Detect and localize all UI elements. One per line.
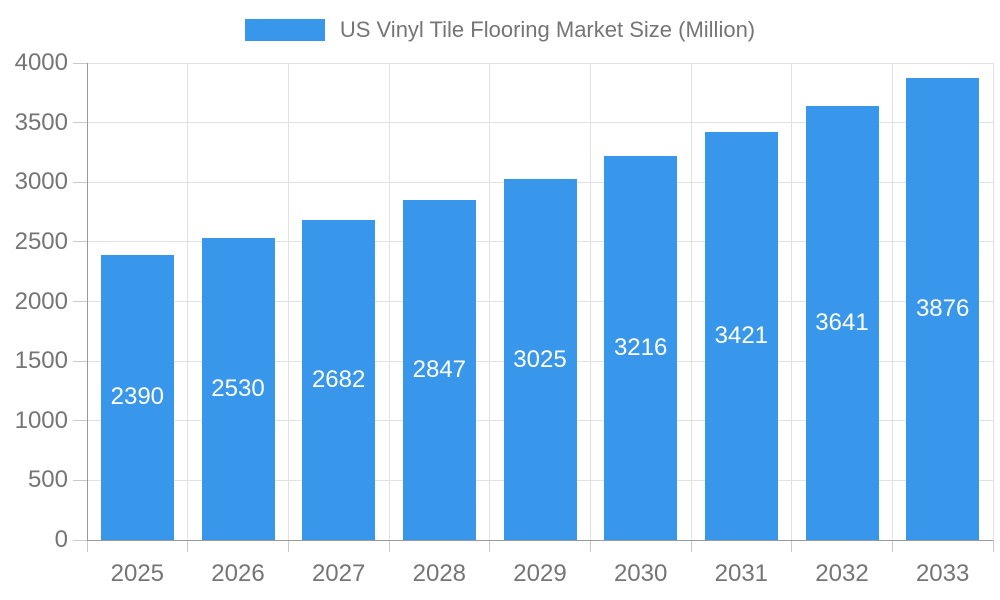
x-axis-label: 2030 <box>613 560 668 587</box>
bar-value-label: 3025 <box>513 345 567 373</box>
y-axis-label: 2000 <box>14 287 68 315</box>
gridline-vertical <box>388 63 390 540</box>
y-axis-line <box>86 63 88 540</box>
gridline-vertical <box>992 63 994 540</box>
y-axis-tick <box>73 479 87 481</box>
y-axis-tick <box>73 122 87 124</box>
bar-2032[interactable]: 3641 <box>805 105 879 540</box>
legend-swatch <box>244 19 325 41</box>
bar-2033[interactable]: 3876 <box>906 77 980 540</box>
x-axis-label: 2033 <box>915 560 970 587</box>
x-axis-tick <box>187 540 189 552</box>
bar-2026[interactable]: 2530 <box>201 238 275 540</box>
y-axis-tick <box>73 181 87 183</box>
x-axis-tick <box>489 540 491 552</box>
x-axis-label: 2027 <box>311 560 366 587</box>
y-axis-label: 500 <box>27 466 68 494</box>
x-axis-tick <box>690 540 692 552</box>
y-axis-label: 2500 <box>14 227 68 255</box>
y-axis-label: 1000 <box>14 406 68 434</box>
x-axis-label: 2029 <box>513 560 567 587</box>
gridline-vertical <box>287 63 289 540</box>
gridline-vertical <box>589 63 591 540</box>
x-axis-label: 2026 <box>211 560 265 587</box>
bar-value-label: 3216 <box>613 334 668 362</box>
x-axis-tick <box>992 540 994 552</box>
y-axis-label: 0 <box>54 526 68 553</box>
x-axis-label: 2031 <box>714 560 769 587</box>
bar-value-label: 3421 <box>714 322 769 349</box>
y-axis-label: 1500 <box>14 347 68 375</box>
y-axis-tick <box>73 360 87 362</box>
bar-value-label: 3876 <box>915 294 970 322</box>
legend-item[interactable]: US Vinyl Tile Flooring Market Size (Mill… <box>244 17 756 43</box>
y-axis-tick <box>73 241 87 243</box>
bar-2025[interactable]: 2390 <box>100 254 174 540</box>
y-axis-tick <box>73 62 87 64</box>
x-axis-tick <box>589 540 591 552</box>
y-axis-label: 4000 <box>14 49 68 76</box>
bar-value-label: 2847 <box>412 356 467 384</box>
bar-2029[interactable]: 3025 <box>503 179 577 540</box>
gridline-vertical <box>791 63 793 540</box>
x-axis-tick <box>891 540 893 552</box>
y-axis-label: 3500 <box>14 108 68 136</box>
y-axis-tick <box>73 420 87 422</box>
gridline-vertical <box>891 63 893 540</box>
x-axis-tick <box>287 540 289 552</box>
gridline-horizontal <box>87 122 993 124</box>
gridline-horizontal <box>87 62 993 64</box>
y-axis-tick <box>73 301 87 302</box>
gridline-vertical <box>187 63 189 540</box>
y-axis-label: 3000 <box>14 168 68 196</box>
x-axis-tick <box>791 540 793 552</box>
x-axis-label: 2025 <box>110 560 165 587</box>
x-axis-label: 2028 <box>412 560 467 587</box>
bar-value-label: 2530 <box>211 375 265 403</box>
legend-label: US Vinyl Tile Flooring Market Size (Mill… <box>339 17 756 42</box>
x-axis-line <box>87 539 993 541</box>
x-axis-tick <box>86 540 88 552</box>
x-axis-label: 2032 <box>815 560 869 587</box>
bar-value-label: 2682 <box>311 366 366 394</box>
bar-2028[interactable]: 2847 <box>402 200 476 540</box>
bar-value-label: 2390 <box>110 383 165 411</box>
gridline-vertical <box>690 63 692 540</box>
gridline-vertical <box>489 63 491 540</box>
chart-legend: US Vinyl Tile Flooring Market Size (Mill… <box>0 17 1000 43</box>
y-axis-tick <box>73 539 87 541</box>
bar-2030[interactable]: 3216 <box>604 156 678 540</box>
bar-value-label: 3641 <box>815 308 869 336</box>
bar-2031[interactable]: 3421 <box>704 132 778 540</box>
bar-2027[interactable]: 2682 <box>302 220 376 540</box>
x-axis-tick <box>388 540 390 552</box>
